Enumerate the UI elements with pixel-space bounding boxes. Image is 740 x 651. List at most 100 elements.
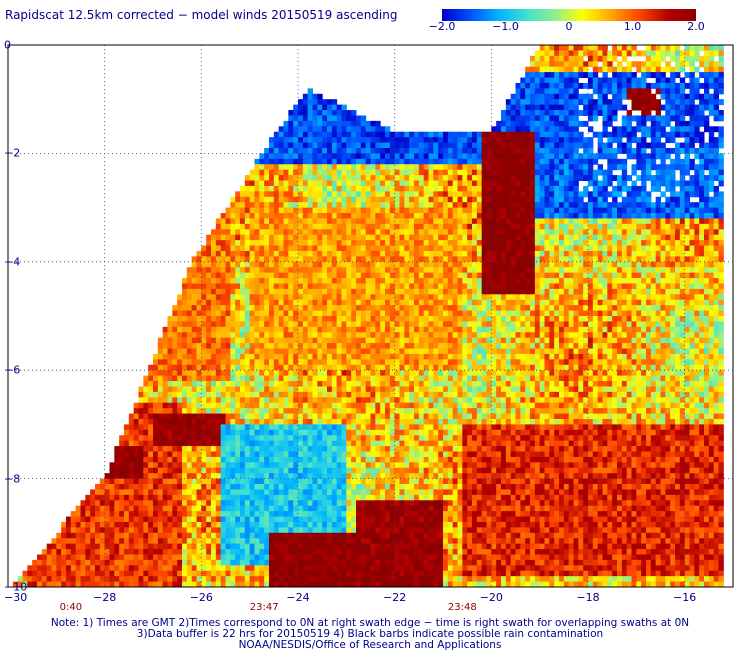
heatmap-cell [438,164,443,170]
heatmap-cell [636,186,641,192]
heatmap-cell [235,267,240,273]
heatmap-cell [482,208,487,214]
heatmap-cell [298,202,303,208]
heatmap-cell [670,235,675,241]
heatmap-cell [516,88,521,94]
heatmap-cell [675,191,680,197]
heatmap-cell [414,246,419,252]
heatmap-cell [719,115,724,121]
heatmap-cell [690,45,695,51]
heatmap-cell [511,143,516,149]
heatmap-cell [197,262,202,268]
heatmap-cell [612,83,617,89]
heatmap-cell [375,197,380,203]
heatmap-cell [520,251,525,257]
heatmap-cell [313,170,318,176]
heatmap-cell [632,99,637,105]
heatmap-cell [588,197,593,203]
heatmap-cell [371,294,376,300]
heatmap-cell [404,311,409,317]
heatmap-cell [332,338,337,344]
heatmap-cell [467,273,472,279]
heatmap-cell [641,181,646,187]
heatmap-cell [293,153,298,159]
heatmap-cell [622,115,627,121]
heatmap-cell [313,262,318,268]
heatmap-cell [351,267,356,273]
heatmap-cell [409,278,414,284]
heatmap-cell [211,283,216,289]
heatmap-cell [327,126,332,132]
heatmap-cell [588,105,593,111]
heatmap-cell [641,88,646,94]
heatmap-cell [501,110,506,116]
heatmap-cell [690,332,695,338]
heatmap-cell [361,153,366,159]
heatmap-cell [593,278,598,284]
heatmap-cell [675,311,680,317]
heatmap-cell [366,224,371,230]
heatmap-cell [636,316,641,322]
heatmap-cell [699,311,704,317]
heatmap-cell [216,240,221,246]
heatmap-cell [636,126,641,132]
heatmap-cell [622,126,627,132]
heatmap-cell [221,273,226,279]
heatmap-cell [554,316,559,322]
heatmap-cell [380,137,385,143]
heatmap-cell [298,121,303,127]
heatmap-cell [438,321,443,327]
heatmap-cell [443,294,448,300]
heatmap-cell [607,294,612,300]
heatmap-cell [564,67,569,73]
heatmap-cell [632,170,637,176]
heatmap-cell [598,224,603,230]
heatmap-cell [375,311,380,317]
heatmap-cell [593,153,598,159]
heatmap-cell [685,83,690,89]
heatmap-cell [255,289,260,295]
heatmap-cell [424,224,429,230]
heatmap-cell [496,240,501,246]
heatmap-cell [641,202,646,208]
heatmap-cell [404,229,409,235]
heatmap-cell [274,213,279,219]
heatmap-cell [574,137,579,143]
heatmap-cell [226,267,231,273]
heatmap-cell [603,332,608,338]
heatmap-cell [569,305,574,311]
heatmap-cell [458,197,463,203]
heatmap-cell [685,50,690,56]
heatmap-cell [337,235,342,241]
heatmap-cell [284,294,289,300]
heatmap-cell [574,278,579,284]
heatmap-cell [404,294,409,300]
heatmap-cell [588,61,593,67]
heatmap-cell [535,316,540,322]
heatmap-cell [559,229,564,235]
heatmap-cell [598,283,603,289]
heatmap-cell [685,121,690,127]
heatmap-cell [520,229,525,235]
heatmap-cell [535,197,540,203]
heatmap-cell [240,300,245,306]
heatmap-cell [279,327,284,333]
heatmap-cell [588,273,593,279]
heatmap-cell [636,332,641,338]
heatmap-cell [298,294,303,300]
heatmap-cell [632,289,637,295]
heatmap-cell [201,251,206,257]
heatmap-cell [322,126,327,132]
heatmap-cell [675,262,680,268]
heatmap-cell [603,83,608,89]
heatmap-cell [477,197,482,203]
heatmap-cell [574,170,579,176]
heatmap-cell [259,305,264,311]
heatmap-cell [385,175,390,181]
heatmap-cell [351,300,356,306]
heatmap-cell [390,262,395,268]
heatmap-cell [690,294,695,300]
heatmap-cell [317,338,322,344]
heatmap-cell [632,115,637,121]
heatmap-cell [501,191,506,197]
